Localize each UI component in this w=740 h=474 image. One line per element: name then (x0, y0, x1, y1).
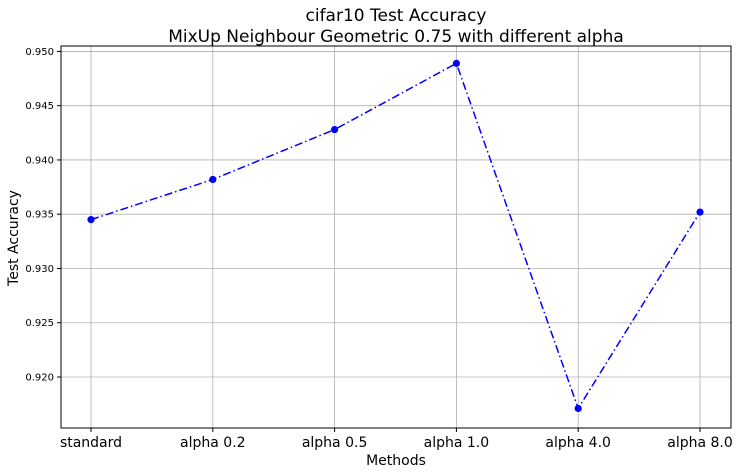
y-tick-label: 0.940 (25, 155, 54, 166)
data-point (574, 404, 582, 413)
x-tick-label: alpha 0.2 (180, 435, 246, 451)
data-point (696, 208, 704, 216)
data-point (452, 59, 460, 67)
plot-frame (60, 45, 732, 429)
series-line (90, 62, 701, 411)
chart-subtitle: MixUp Neighbour Geometric 0.75 with diff… (168, 27, 624, 47)
y-axis-label: Test Accuracy (6, 190, 22, 287)
data-point (209, 175, 217, 184)
y-tick-label: 0.930 (25, 264, 54, 275)
y-tick-label: 0.950 (25, 47, 54, 58)
series (87, 59, 704, 413)
x-tick-label: alpha 8.0 (667, 435, 733, 451)
y-tick-label: 0.925 (25, 318, 54, 329)
y-tick-label: 0.935 (25, 210, 54, 221)
x-tick-label: alpha 4.0 (545, 435, 611, 451)
y-axis: 0.920 0.925 0.930 0.935 0.940 0.945 0.950 (25, 47, 61, 383)
chart-title: cifar10 Test Accuracy (306, 6, 487, 26)
x-tick-label: standard (60, 435, 122, 451)
x-tick-label: alpha 1.0 (424, 435, 490, 451)
data-point (87, 216, 95, 224)
data-point (331, 125, 339, 134)
y-tick-label: 0.920 (25, 372, 54, 383)
y-tick-label: 0.945 (25, 101, 54, 112)
x-axis: standard alpha 0.2 alpha 0.5 alpha 1.0 alpha… (60, 428, 733, 451)
grid (61, 46, 731, 428)
x-tick-label: alpha 0.5 (302, 435, 368, 451)
x-axis-label: Methods (366, 453, 426, 469)
